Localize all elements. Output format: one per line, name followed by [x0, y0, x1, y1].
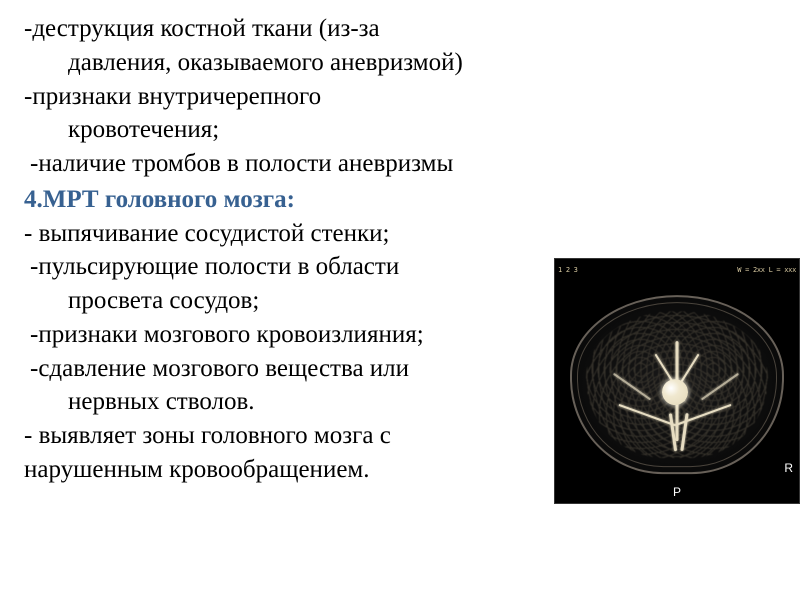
- bullet-zones-line1: - выявляет зоны головного мозга с: [24, 419, 564, 453]
- slide-page: -деструкция костной ткани (из-за давлени…: [0, 0, 800, 600]
- bullet-compression-line1: -сдавление мозгового вещества или: [24, 352, 564, 386]
- heading-mri: 4.МРТ головного мозга:: [24, 183, 564, 217]
- bullet-protrusion: - выпячивание сосудистой стенки;: [24, 217, 564, 251]
- bullet-pulsating-line2: просвета сосудов;: [24, 284, 564, 318]
- bullet-destruction-line2: давления, оказываемого аневризмой): [24, 46, 564, 80]
- mri-scan-image: 1 2 3 W = 2xx L = xxx R P: [554, 258, 800, 504]
- bullet-destruction-line1: -деструкция костной ткани (из-за: [24, 12, 564, 46]
- scan-meta-right: W = 2xx L = xxx: [737, 267, 796, 274]
- bullet-compression-line2: нервных стволов.: [24, 385, 564, 419]
- bullet-hemorrhage: -признаки мозгового кровоизлияния;: [24, 318, 564, 352]
- scan-label-r: R: [784, 461, 793, 475]
- bullet-signs-line2: кровотечения;: [24, 113, 564, 147]
- bullet-pulsating-line1: -пульсирующие полости в области: [24, 250, 564, 284]
- scan-label-p: P: [673, 485, 681, 499]
- bullet-signs-line1: -признаки внутричерепного: [24, 80, 564, 114]
- text-column: -деструкция костной ткани (из-за давлени…: [24, 12, 564, 453]
- bullet-thrombi: -наличие тромбов в полости аневризмы: [24, 147, 564, 181]
- skull-outline: [570, 295, 784, 474]
- scan-meta-left: 1 2 3: [558, 267, 578, 274]
